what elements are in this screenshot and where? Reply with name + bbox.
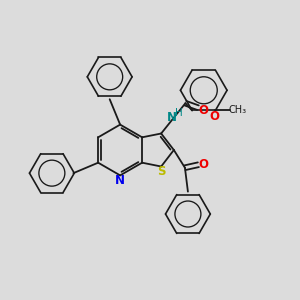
Text: O: O <box>198 103 208 117</box>
Text: O: O <box>210 110 220 123</box>
Text: O: O <box>199 158 209 171</box>
Text: N: N <box>167 111 177 124</box>
Text: CH₃: CH₃ <box>229 105 247 116</box>
Text: S: S <box>157 165 165 178</box>
Text: N: N <box>115 174 125 187</box>
Text: H: H <box>175 108 182 118</box>
